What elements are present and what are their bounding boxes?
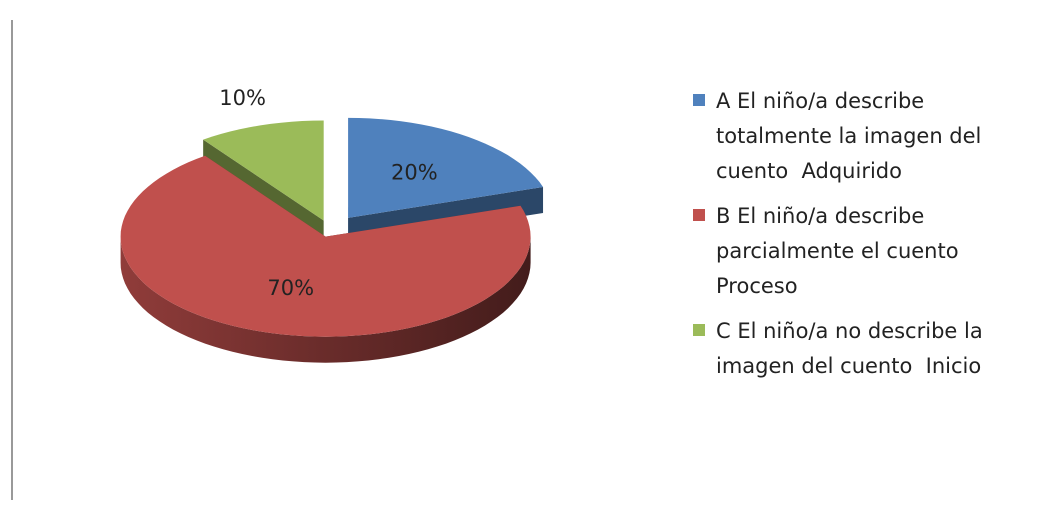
data-label: 70% — [267, 276, 314, 300]
legend-item: A El niño/a describe totalmente la image… — [693, 84, 1023, 189]
data-label: 10% — [219, 86, 266, 110]
legend-swatch — [693, 209, 705, 221]
legend-label: C El niño/a no describe la imagen del cu… — [716, 319, 990, 378]
slice-top — [348, 117, 543, 218]
slice-top — [203, 120, 324, 221]
data-label: 20% — [391, 160, 438, 184]
legend-label: B El niño/a describe parcialmente el cue… — [716, 204, 972, 298]
slice — [120, 155, 531, 363]
legend-label: A El niño/a describe totalmente la image… — [716, 89, 989, 183]
slice-side — [120, 236, 531, 363]
legend-item: B El niño/a describe parcialmente el cue… — [693, 199, 1023, 304]
legend-item: C El niño/a no describe la imagen del cu… — [693, 314, 1023, 384]
legend-swatch — [693, 324, 705, 336]
slice-top — [120, 155, 531, 337]
legend-swatch — [693, 94, 705, 106]
